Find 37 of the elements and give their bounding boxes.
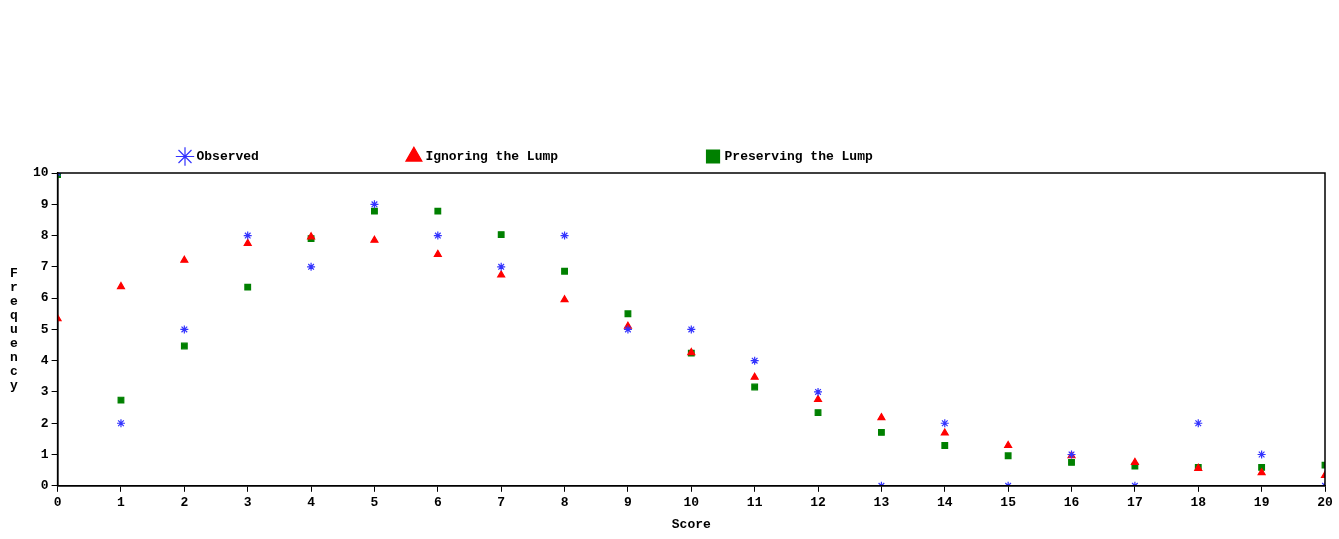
- y-tick-label: 4: [40, 352, 49, 368]
- x-tick-label: 14: [936, 494, 953, 510]
- x-tick-label: 19: [1253, 494, 1270, 510]
- y-tick-label: 8: [40, 227, 49, 243]
- x-tick-label: 10: [683, 494, 700, 510]
- y-tick-label: 10: [32, 165, 49, 181]
- y-tick-label: 3: [40, 384, 49, 400]
- legend-label: Preserving the Lump: [724, 148, 873, 164]
- x-tick-label: 8: [560, 494, 569, 510]
- x-tick-label: 6: [433, 494, 442, 510]
- legend-label: Observed: [196, 148, 259, 164]
- x-tick-label: 11: [746, 494, 763, 510]
- x-tick-label: 0: [53, 494, 62, 510]
- x-tick-label: 3: [243, 494, 252, 510]
- x-tick-label: 1: [117, 494, 126, 510]
- x-tick-label: 13: [873, 494, 890, 510]
- y-tick-label: 6: [40, 290, 49, 306]
- y-tick-label: 0: [40, 478, 49, 494]
- legend-label: Ignoring the Lump: [425, 148, 559, 164]
- x-tick-label: 16: [1063, 494, 1080, 510]
- x-tick-label: 12: [810, 494, 827, 510]
- y-tick-label: 9: [40, 196, 49, 212]
- x-tick-label: 18: [1190, 494, 1207, 510]
- y-tick-label: 5: [40, 321, 49, 337]
- x-tick-label: 20: [1317, 494, 1333, 510]
- x-axis-title: Score: [671, 517, 711, 533]
- y-tick-label: 7: [40, 259, 49, 275]
- x-tick-label: 9: [624, 494, 633, 510]
- text: Frequency: [10, 265, 18, 393]
- x-tick-label: 4: [307, 494, 316, 510]
- x-tick-label: 17: [1127, 494, 1143, 510]
- x-tick-label: 15: [1000, 494, 1017, 510]
- x-tick-label: 5: [370, 494, 379, 510]
- y-tick-label: 2: [40, 415, 49, 431]
- x-tick-label: 2: [180, 494, 189, 510]
- x-tick-label: 7: [497, 494, 506, 510]
- y-tick-label: 1: [40, 446, 49, 462]
